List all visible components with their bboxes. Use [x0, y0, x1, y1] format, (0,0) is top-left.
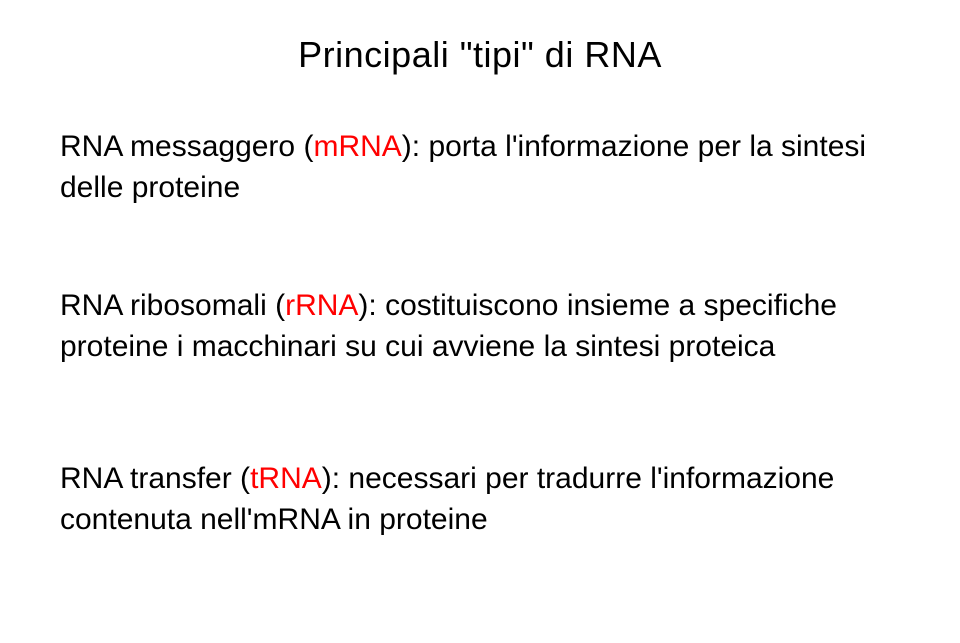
highlight-suffix: RNA	[338, 130, 401, 163]
highlight-letter: r	[285, 289, 295, 322]
highlight-suffix: RNA	[258, 462, 321, 495]
highlight-letter: m	[313, 130, 338, 163]
rna-block-rrna: RNA ribosomali (rRNA): costituiscono ins…	[60, 285, 900, 368]
highlight-suffix: RNA	[295, 289, 358, 322]
rna-block-mrna: RNA messaggero (mRNA): porta l'informazi…	[60, 126, 900, 209]
text-prefix: RNA transfer (	[60, 462, 250, 495]
text-prefix: RNA ribosomali (	[60, 289, 285, 322]
slide-title: Principali "tipi" di RNA	[60, 34, 900, 76]
rna-block-trna: RNA transfer (tRNA): necessari per tradu…	[60, 458, 900, 541]
slide: Principali "tipi" di RNA RNA messaggero …	[0, 0, 960, 643]
text-prefix: RNA messaggero (	[60, 130, 313, 163]
